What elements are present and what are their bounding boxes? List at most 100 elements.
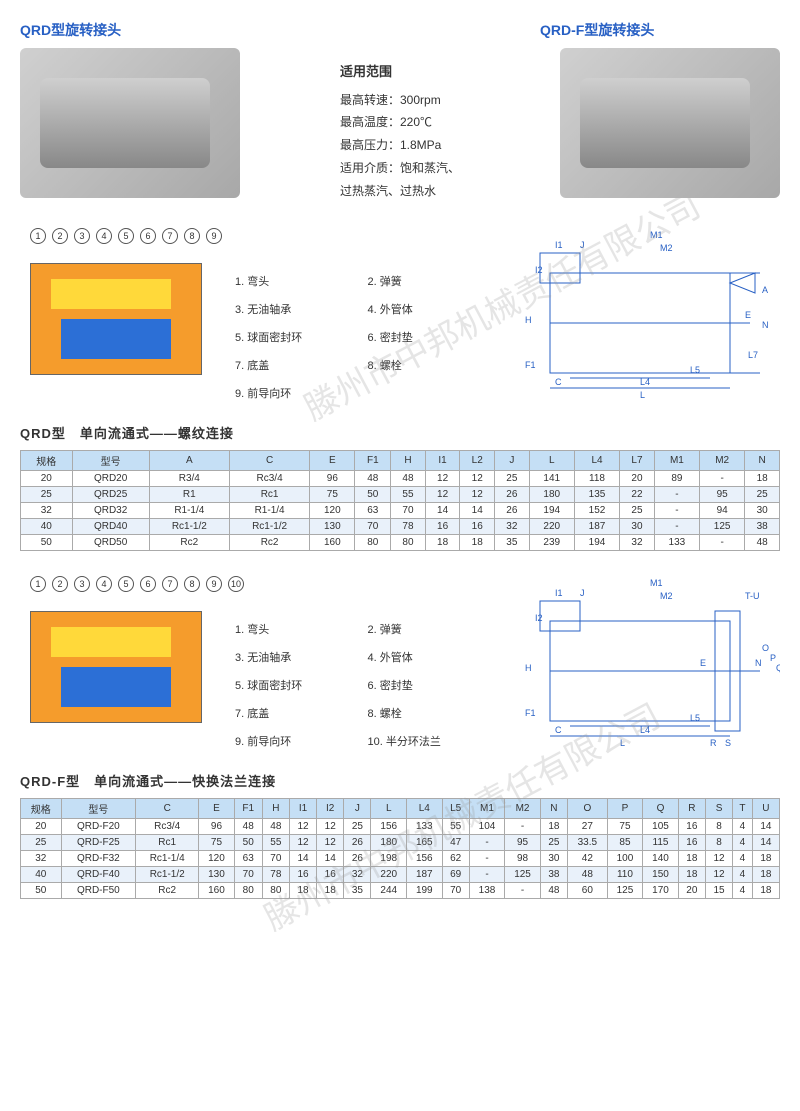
callout-circle: 9 bbox=[206, 576, 222, 592]
table-cell: 4 bbox=[733, 835, 753, 851]
table-header: J bbox=[344, 799, 371, 819]
dim-label: N bbox=[755, 658, 762, 668]
callout-circle: 2 bbox=[52, 228, 68, 244]
table-cell: 95 bbox=[505, 835, 541, 851]
table-cell: 18 bbox=[460, 535, 495, 551]
dim-label: R bbox=[710, 738, 717, 748]
table-cell: 150 bbox=[643, 867, 679, 883]
table-cell: 70 bbox=[262, 851, 289, 867]
table-cell: - bbox=[469, 851, 505, 867]
part-label: 3. 无油轴承 bbox=[235, 649, 353, 677]
table-cell: 12 bbox=[317, 819, 344, 835]
dim-label: I2 bbox=[535, 265, 543, 275]
table-cell: 133 bbox=[654, 535, 699, 551]
table-cell: 14 bbox=[752, 835, 779, 851]
dim-label: N bbox=[762, 320, 769, 330]
table-cell: 12 bbox=[317, 835, 344, 851]
table-header: 型号 bbox=[61, 799, 136, 819]
table-cell: 198 bbox=[371, 851, 407, 867]
table-cell: 194 bbox=[574, 535, 619, 551]
table-header: E bbox=[310, 451, 355, 471]
part-label: 9. 前导向环 bbox=[235, 385, 353, 413]
table-header: I1 bbox=[425, 451, 460, 471]
table-cell: 220 bbox=[371, 867, 407, 883]
part-label: 8. 螺栓 bbox=[368, 705, 486, 733]
table-header: 规格 bbox=[21, 799, 62, 819]
spec-row: 最高压力：1.8MPa bbox=[340, 134, 460, 157]
table-header: E bbox=[199, 799, 235, 819]
table-row: 50QRD-F50Rc2160808018183524419970138-486… bbox=[21, 883, 780, 899]
table-cell: 55 bbox=[391, 487, 426, 503]
table-cell: 170 bbox=[643, 883, 679, 899]
table-cell: 50 bbox=[21, 535, 73, 551]
table-cell: 96 bbox=[310, 471, 355, 487]
table-cell: QRD25 bbox=[72, 487, 149, 503]
dim-label: H bbox=[525, 663, 532, 673]
callout-circle: 6 bbox=[140, 228, 156, 244]
table-cell: 115 bbox=[643, 835, 679, 851]
table-header: J bbox=[495, 451, 530, 471]
table-cell: 18 bbox=[425, 535, 460, 551]
table-cell: 194 bbox=[529, 503, 574, 519]
table-row: 32QRD32R1-1/4R1-1/4120637014142619415225… bbox=[21, 503, 780, 519]
table-cell: 165 bbox=[407, 835, 443, 851]
callout-circle: 1 bbox=[30, 228, 46, 244]
part-label: 4. 外管体 bbox=[368, 649, 486, 677]
table-cell: 133 bbox=[407, 819, 443, 835]
table-cell: 22 bbox=[620, 487, 655, 503]
table-cell: Rc2 bbox=[229, 535, 309, 551]
table-cell: 16 bbox=[317, 867, 344, 883]
table-cell: Rc2 bbox=[136, 883, 199, 899]
table-cell: 18 bbox=[678, 851, 705, 867]
part-label: 6. 密封垫 bbox=[368, 677, 486, 705]
part-label: 7. 底盖 bbox=[235, 705, 353, 733]
table-row: 32QRD-F32Rc1-1/4120637014142619815662-98… bbox=[21, 851, 780, 867]
callout-circle: 3 bbox=[74, 576, 90, 592]
table-cell: 141 bbox=[529, 471, 574, 487]
table-cell: 85 bbox=[607, 835, 643, 851]
table-cell: 20 bbox=[620, 471, 655, 487]
table-header: M1 bbox=[469, 799, 505, 819]
table-cell: 94 bbox=[700, 503, 745, 519]
table-cell: 12 bbox=[425, 471, 460, 487]
table-header: C bbox=[229, 451, 309, 471]
cutaway-diagram-1: 123456789 bbox=[20, 223, 220, 393]
part-label: 6. 密封垫 bbox=[368, 329, 486, 357]
table-cell: 26 bbox=[495, 487, 530, 503]
table-header: T bbox=[733, 799, 753, 819]
table-cell: 33.5 bbox=[567, 835, 607, 851]
table-cell: 25 bbox=[745, 487, 780, 503]
table-cell: 80 bbox=[391, 535, 426, 551]
dim-label: E bbox=[700, 658, 706, 668]
table-cell: 30 bbox=[540, 851, 567, 867]
table-cell: 80 bbox=[234, 883, 262, 899]
spec-row: 过热蒸汽、过热水 bbox=[340, 180, 460, 203]
table-row: 40QRD-F40Rc1-1/2130707816163222018769-12… bbox=[21, 867, 780, 883]
table-cell: 96 bbox=[199, 819, 235, 835]
table-cell: 80 bbox=[262, 883, 289, 899]
table-cell: 12 bbox=[289, 819, 316, 835]
parts-legend-1: 1. 弯头2. 弹簧3. 无油轴承4. 外管体5. 球面密封环6. 密封垫7. … bbox=[235, 223, 485, 413]
table-header: H bbox=[391, 451, 426, 471]
dim-label: L7 bbox=[748, 350, 758, 360]
table-header: L bbox=[371, 799, 407, 819]
table-header: U bbox=[752, 799, 779, 819]
table-cell: 75 bbox=[607, 819, 643, 835]
table-cell: 25 bbox=[21, 835, 62, 851]
spec-row: 最高温度：220℃ bbox=[340, 111, 460, 134]
table-cell: 12 bbox=[425, 487, 460, 503]
table-cell: 110 bbox=[607, 867, 643, 883]
table-cell: Rc1-1/4 bbox=[136, 851, 199, 867]
table-header: R bbox=[678, 799, 705, 819]
table-cell: 14 bbox=[460, 503, 495, 519]
dim-label: J bbox=[580, 588, 585, 598]
dim-label: H bbox=[525, 315, 532, 325]
table-cell: QRD-F25 bbox=[61, 835, 136, 851]
spec-row: 最高转速：300rpm bbox=[340, 89, 460, 112]
table-cell: 18 bbox=[752, 867, 779, 883]
table-row: 50QRD50Rc2Rc2160808018183523919432133-48 bbox=[21, 535, 780, 551]
table-cell: 4 bbox=[733, 819, 753, 835]
table-cell: 187 bbox=[574, 519, 619, 535]
table-header: 型号 bbox=[72, 451, 149, 471]
table-cell: 80 bbox=[355, 535, 391, 551]
